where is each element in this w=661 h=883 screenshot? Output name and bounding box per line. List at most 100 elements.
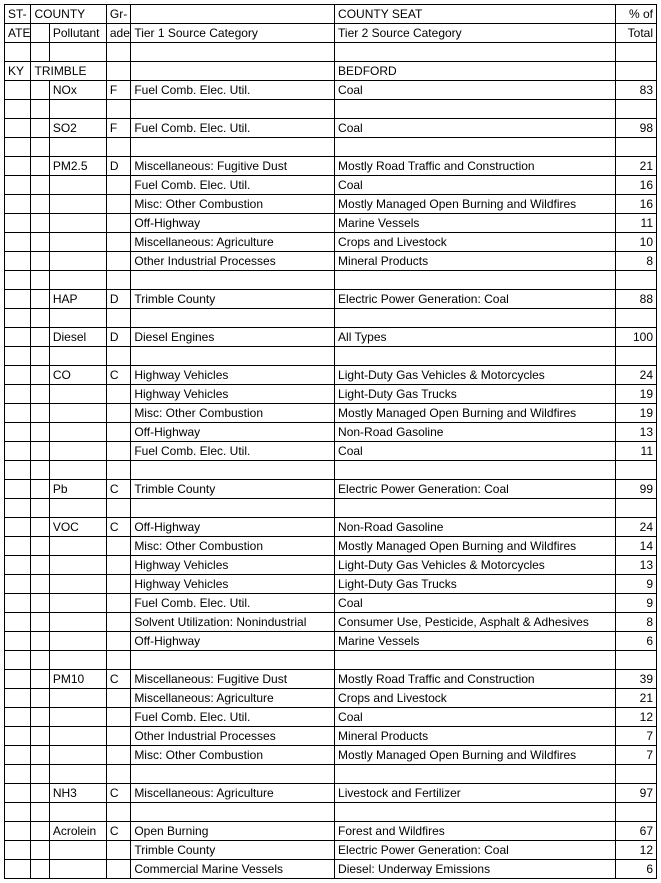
table-cell bbox=[31, 803, 49, 822]
table-cell bbox=[31, 575, 49, 594]
table-row: Misc: Other CombustionMostly Managed Ope… bbox=[5, 195, 657, 214]
table-cell bbox=[106, 442, 130, 461]
table-cell bbox=[5, 860, 31, 879]
table-cell bbox=[49, 214, 106, 233]
table-cell bbox=[616, 499, 657, 518]
table-cell: Other Industrial Processes bbox=[131, 252, 335, 271]
table-cell bbox=[31, 708, 49, 727]
table-row: Other Industrial ProcessesMineral Produc… bbox=[5, 727, 657, 746]
table-cell bbox=[5, 404, 31, 423]
table-cell: Fuel Comb. Elec. Util. bbox=[131, 81, 335, 100]
table-cell: Mostly Managed Open Burning and Wildfire… bbox=[335, 195, 616, 214]
table-cell: Mostly Road Traffic and Construction bbox=[335, 157, 616, 176]
table-cell: F bbox=[106, 81, 130, 100]
table-cell: PM10 bbox=[49, 670, 106, 689]
table-cell bbox=[5, 43, 31, 62]
table-cell: Coal bbox=[335, 81, 616, 100]
table-cell bbox=[106, 708, 130, 727]
table-cell: Off-Highway bbox=[131, 423, 335, 442]
table-cell: 9 bbox=[616, 594, 657, 613]
table-cell bbox=[49, 708, 106, 727]
table-cell: Marine Vessels bbox=[335, 214, 616, 233]
table-cell bbox=[131, 138, 335, 157]
header-cell: % of bbox=[616, 5, 657, 24]
table-cell bbox=[131, 765, 335, 784]
table-cell: Solvent Utilization: Nonindustrial bbox=[131, 613, 335, 632]
table-cell bbox=[31, 404, 49, 423]
table-cell: 67 bbox=[616, 822, 657, 841]
table-cell: Fuel Comb. Elec. Util. bbox=[131, 176, 335, 195]
table-cell: 97 bbox=[616, 784, 657, 803]
table-cell: 98 bbox=[616, 119, 657, 138]
header-cell: ST- bbox=[5, 5, 31, 24]
table-cell: Consumer Use, Pesticide, Asphalt & Adhes… bbox=[335, 613, 616, 632]
table-cell bbox=[106, 347, 130, 366]
table-cell bbox=[5, 670, 31, 689]
table-cell bbox=[49, 423, 106, 442]
table-cell bbox=[5, 81, 31, 100]
table-cell bbox=[335, 461, 616, 480]
table-cell bbox=[31, 651, 49, 670]
table-cell: 14 bbox=[616, 537, 657, 556]
table-cell: Other Industrial Processes bbox=[131, 727, 335, 746]
table-cell bbox=[616, 765, 657, 784]
table-cell bbox=[131, 309, 335, 328]
table-cell bbox=[31, 841, 49, 860]
table-cell bbox=[616, 271, 657, 290]
table-row: Highway VehiclesLight-Duty Gas Trucks9 bbox=[5, 575, 657, 594]
table-row: NH3CMiscellaneous: AgricultureLivestock … bbox=[5, 784, 657, 803]
table-cell: Forest and Wildfires bbox=[335, 822, 616, 841]
table-cell: Coal bbox=[335, 708, 616, 727]
table-cell bbox=[31, 765, 49, 784]
table-cell: Mostly Managed Open Burning and Wildfire… bbox=[335, 404, 616, 423]
table-row: DieselDDiesel EnginesAll Types100 bbox=[5, 328, 657, 347]
table-cell: Coal bbox=[335, 442, 616, 461]
table-cell bbox=[49, 860, 106, 879]
table-cell bbox=[5, 765, 31, 784]
table-cell: 13 bbox=[616, 423, 657, 442]
table-cell bbox=[5, 290, 31, 309]
table-row bbox=[5, 499, 657, 518]
table-cell: Light-Duty Gas Vehicles & Motorcycles bbox=[335, 366, 616, 385]
table-cell bbox=[49, 100, 106, 119]
table-cell bbox=[31, 499, 49, 518]
table-cell bbox=[5, 461, 31, 480]
table-cell bbox=[31, 176, 49, 195]
table-cell bbox=[5, 499, 31, 518]
table-cell bbox=[31, 746, 49, 765]
table-cell bbox=[106, 537, 130, 556]
table-row: Highway VehiclesLight-Duty Gas Trucks19 bbox=[5, 385, 657, 404]
table-cell: Coal bbox=[335, 594, 616, 613]
table-cell: Mostly Managed Open Burning and Wildfire… bbox=[335, 746, 616, 765]
table-cell: 11 bbox=[616, 442, 657, 461]
table-cell bbox=[131, 651, 335, 670]
table-cell bbox=[335, 803, 616, 822]
table-cell: 24 bbox=[616, 366, 657, 385]
table-row: Miscellaneous: AgricultureCrops and Live… bbox=[5, 689, 657, 708]
table-cell bbox=[106, 309, 130, 328]
table-cell bbox=[31, 556, 49, 575]
table-cell bbox=[49, 613, 106, 632]
table-cell: Electric Power Generation: Coal bbox=[335, 290, 616, 309]
table-cell bbox=[31, 24, 49, 43]
table-cell bbox=[5, 176, 31, 195]
table-cell bbox=[106, 100, 130, 119]
table-cell bbox=[31, 480, 49, 499]
table-cell bbox=[49, 594, 106, 613]
table-cell: C bbox=[106, 822, 130, 841]
table-cell bbox=[131, 43, 335, 62]
table-cell: Total bbox=[616, 24, 657, 43]
table-row: AcroleinCOpen BurningForest and Wildfire… bbox=[5, 822, 657, 841]
table-cell bbox=[5, 632, 31, 651]
table-cell bbox=[335, 765, 616, 784]
table-cell bbox=[335, 100, 616, 119]
table-row: Trimble CountyElectric Power Generation:… bbox=[5, 841, 657, 860]
table-cell bbox=[106, 575, 130, 594]
table-cell bbox=[49, 499, 106, 518]
table-cell bbox=[5, 442, 31, 461]
table-cell: 6 bbox=[616, 632, 657, 651]
table-cell: 12 bbox=[616, 708, 657, 727]
table-row: PM2.5DMiscellaneous: Fugitive DustMostly… bbox=[5, 157, 657, 176]
table-cell bbox=[31, 594, 49, 613]
table-row: SO2FFuel Comb. Elec. Util.Coal98 bbox=[5, 119, 657, 138]
